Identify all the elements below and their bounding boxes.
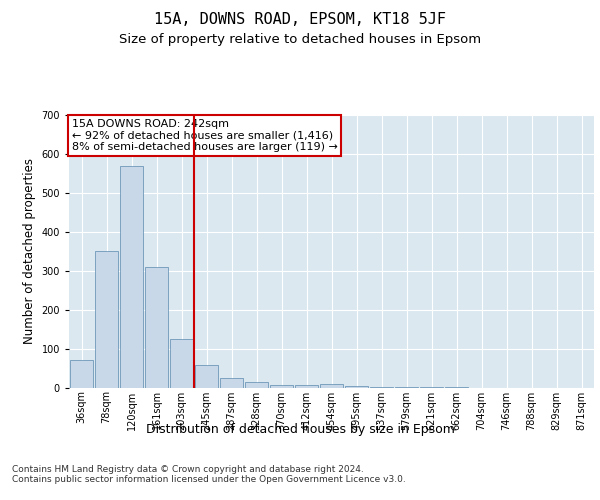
Bar — [145, 267, 169, 388]
Text: Size of property relative to detached houses in Epsom: Size of property relative to detached ho… — [119, 32, 481, 46]
Text: 15A DOWNS ROAD: 242sqm
← 92% of detached houses are smaller (1,416)
8% of semi-d: 15A DOWNS ROAD: 242sqm ← 92% of detached… — [71, 119, 337, 152]
Y-axis label: Number of detached properties: Number of detached properties — [23, 158, 36, 344]
Bar — [95, 251, 118, 388]
Bar — [320, 384, 343, 388]
Text: Contains HM Land Registry data © Crown copyright and database right 2024.
Contai: Contains HM Land Registry data © Crown c… — [12, 465, 406, 484]
Bar — [119, 166, 143, 388]
Bar — [70, 360, 94, 388]
Text: Distribution of detached houses by size in Epsom: Distribution of detached houses by size … — [146, 422, 454, 436]
Bar — [295, 385, 319, 388]
Text: 15A, DOWNS ROAD, EPSOM, KT18 5JF: 15A, DOWNS ROAD, EPSOM, KT18 5JF — [154, 12, 446, 28]
Bar — [170, 339, 193, 388]
Bar — [220, 378, 244, 388]
Bar — [370, 386, 394, 388]
Bar — [245, 382, 268, 388]
Bar — [269, 385, 293, 388]
Bar — [344, 386, 368, 388]
Bar — [194, 366, 218, 388]
